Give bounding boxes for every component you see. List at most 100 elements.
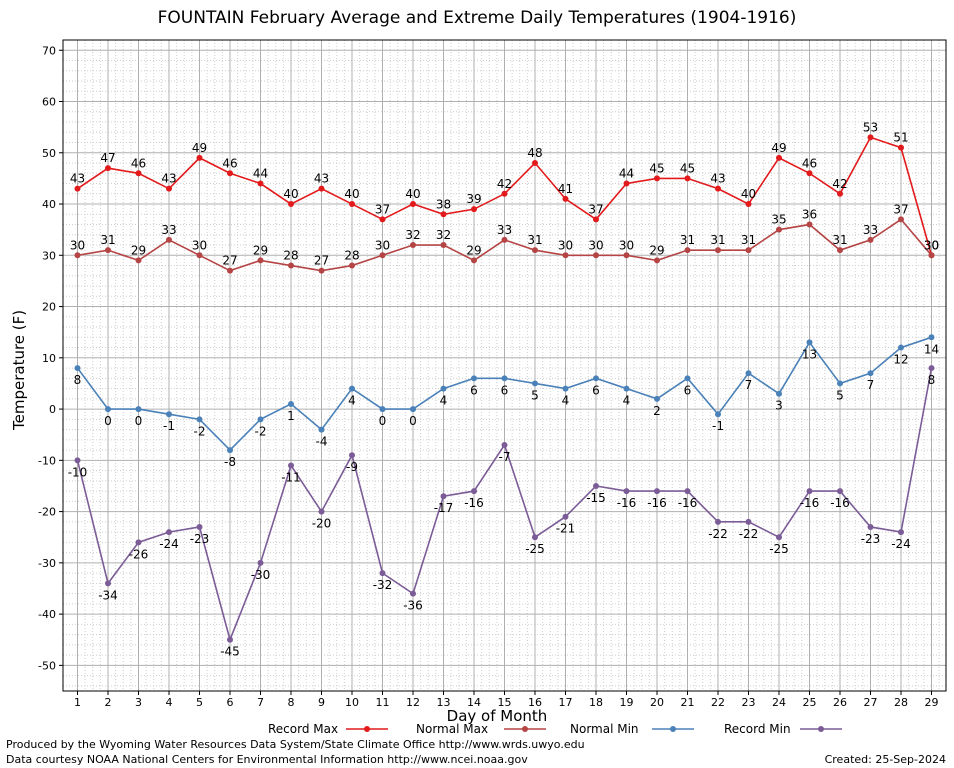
normal-max-data-label: 31 xyxy=(527,233,542,247)
record-max-data-label: 43 xyxy=(161,172,176,186)
normal-min-point xyxy=(196,416,203,423)
normal-max-data-label: 30 xyxy=(558,238,573,252)
x-tick-label: 14 xyxy=(467,696,481,709)
record-min-data-label: -16 xyxy=(800,496,820,510)
normal-max-data-label: 29 xyxy=(466,243,481,257)
normal-min-data-label: 5 xyxy=(836,388,844,402)
normal-min-point xyxy=(928,334,935,341)
record-max-point xyxy=(562,195,569,202)
y-tick-label: 10 xyxy=(42,352,56,365)
normal-max-data-label: 33 xyxy=(863,223,878,237)
normal-max-point xyxy=(501,236,508,243)
normal-max-point xyxy=(684,247,691,254)
record-min-data-label: -11 xyxy=(281,470,301,484)
record-min-point xyxy=(257,559,264,566)
x-tick-label: 5 xyxy=(196,696,203,709)
normal-min-data-label: 7 xyxy=(867,378,875,392)
normal-min-point xyxy=(867,370,874,377)
normal-max-data-label: 29 xyxy=(131,243,146,257)
record-max-point xyxy=(684,175,691,182)
record-max-data-label: 49 xyxy=(192,141,207,155)
record-max-data-label: 46 xyxy=(222,156,237,170)
normal-min-point xyxy=(684,375,691,382)
x-tick-label: 16 xyxy=(528,696,542,709)
normal-min-data-label: 6 xyxy=(684,383,692,397)
x-axis-label: Day of Month xyxy=(446,707,548,725)
record-max-point xyxy=(379,216,386,223)
record-min-point xyxy=(745,518,752,525)
record-max-data-label: 45 xyxy=(649,161,664,175)
normal-min-data-label: 12 xyxy=(893,353,908,367)
normal-max-point xyxy=(532,247,538,254)
record-min-point xyxy=(837,488,843,495)
record-max-point xyxy=(623,180,630,187)
record-min-data-label: -32 xyxy=(373,578,393,592)
normal-max-point xyxy=(928,252,935,259)
normal-max-point xyxy=(776,226,782,233)
normal-min-data-label: -2 xyxy=(255,424,267,438)
normal-max-point xyxy=(227,267,233,274)
record-min-data-label: -20 xyxy=(312,517,332,531)
x-tick-label: 2 xyxy=(105,696,112,709)
record-min-point xyxy=(715,518,721,525)
normal-min-point xyxy=(410,406,416,413)
normal-max-data-label: 29 xyxy=(649,243,664,257)
record-max-data-label: 44 xyxy=(619,167,634,181)
record-min-data-label: -24 xyxy=(891,537,911,551)
record-max-data-label: 40 xyxy=(283,187,298,201)
normal-min-point xyxy=(562,385,569,392)
record-min-data-label: -34 xyxy=(98,588,118,602)
normal-max-data-label: 37 xyxy=(893,202,908,216)
normal-max-data-label: 28 xyxy=(344,249,359,263)
y-tick-label: 60 xyxy=(42,96,56,109)
record-max-point xyxy=(196,154,203,161)
normal-max-data-label: 31 xyxy=(100,233,115,247)
normal-max-data-label: 30 xyxy=(619,238,634,252)
normal-max-data-label: 35 xyxy=(771,213,786,227)
y-tick-label: -40 xyxy=(38,608,56,621)
normal-min-data-label: 6 xyxy=(470,383,478,397)
normal-min-point xyxy=(257,416,264,423)
x-tick-label: 19 xyxy=(620,696,634,709)
legend-marker-normal-max xyxy=(522,726,528,732)
y-tick-label: 0 xyxy=(49,403,56,416)
normal-min-data-label: -4 xyxy=(316,435,328,449)
record-max-data-label: 53 xyxy=(863,120,878,134)
record-min-point xyxy=(684,488,691,495)
normal-max-point xyxy=(471,257,477,264)
x-tick-label: 17 xyxy=(559,696,573,709)
record-min-point xyxy=(74,457,81,464)
normal-min-data-label: 1 xyxy=(287,409,295,423)
normal-min-data-label: 13 xyxy=(802,347,817,361)
normal-min-point xyxy=(166,411,172,418)
normal-max-point xyxy=(654,257,660,264)
record-min-point xyxy=(654,488,660,495)
normal-max-data-label: 28 xyxy=(283,249,298,263)
record-min-point xyxy=(166,529,172,536)
record-min-data-label: -23 xyxy=(190,532,210,546)
record-min-point xyxy=(806,488,813,495)
normal-min-point xyxy=(898,344,904,351)
normal-max-data-label: 30 xyxy=(924,238,939,252)
record-max-point xyxy=(806,170,813,177)
normal-min-point xyxy=(74,365,81,372)
record-max-point xyxy=(318,185,325,192)
record-max-data-label: 48 xyxy=(527,146,542,160)
y-tick-label: -10 xyxy=(38,454,56,467)
record-min-point xyxy=(501,441,508,448)
record-min-data-label: -36 xyxy=(403,599,423,613)
normal-max-point xyxy=(837,247,843,254)
record-min-point xyxy=(318,508,325,515)
normal-min-data-label: 0 xyxy=(104,414,112,428)
normal-min-point xyxy=(349,385,355,392)
normal-min-data-label: 4 xyxy=(623,394,631,408)
record-min-point xyxy=(623,488,630,495)
y-tick-label: 20 xyxy=(42,301,56,314)
record-min-data-label: -22 xyxy=(739,527,759,541)
normal-min-data-label: 6 xyxy=(501,383,509,397)
normal-min-point xyxy=(318,426,325,433)
record-min-data-label: -23 xyxy=(861,532,881,546)
normal-max-point xyxy=(135,257,142,264)
x-tick-label: 9 xyxy=(318,696,325,709)
normal-max-point xyxy=(74,252,81,259)
